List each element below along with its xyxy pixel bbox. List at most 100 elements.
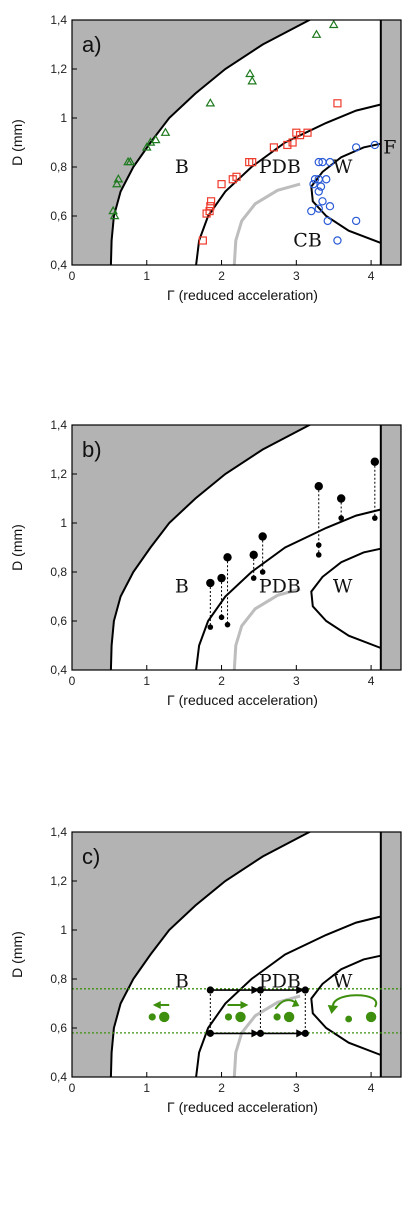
region-label-w: W (333, 156, 353, 178)
y-axis-label: D (mm) (9, 119, 25, 166)
boundary-w (310, 954, 382, 1056)
y-tick-label: 0,4 (50, 663, 67, 677)
x-tick-label: 1 (143, 1081, 150, 1095)
shaded-region-right (380, 832, 401, 1077)
data-point-square (283, 140, 292, 150)
data-point-top (206, 578, 215, 588)
panel-label: b) (82, 437, 102, 462)
x-tick-label: 2 (218, 269, 225, 283)
x-axis-label: Γ (reduced acceleration) (167, 692, 318, 708)
chart-panel-b: B PDB W 0 1 2 3 4 0,4 0,6 0,8 1 1,2 1,4 Γ (reduced acc… (9, 418, 402, 708)
boundary-b-pdb (195, 508, 382, 670)
arrow-head (296, 986, 305, 995)
data-point-circle (370, 140, 380, 150)
y-tick-label: 0,6 (50, 614, 67, 628)
data-point-triangle (150, 134, 161, 144)
data-point-triangle (311, 29, 322, 38)
x-axis-label: Γ (reduced acceleration) (167, 1099, 318, 1115)
y-tick-label: 1,2 (50, 62, 67, 76)
x-tick-label: 2 (218, 1081, 225, 1095)
shaded-region-left (72, 832, 310, 1077)
data-point-circle (325, 157, 335, 167)
boundary-w (310, 547, 382, 649)
x-tick-label: 2 (218, 674, 225, 688)
path-point (301, 1029, 309, 1037)
x-tick-label: 4 (368, 1081, 375, 1095)
path-point (256, 986, 265, 994)
data-point-circle (333, 236, 342, 245)
x-tick-label: 3 (293, 1081, 300, 1095)
shaded-region-left (72, 20, 310, 265)
grain-arrow-left-head (152, 1000, 161, 1009)
grain-arrow-right-head (240, 1000, 249, 1009)
shaded-region-left (72, 425, 310, 670)
data-point-bottom (250, 575, 257, 581)
y-tick-label: 0,8 (50, 160, 67, 174)
path-point (256, 1029, 265, 1037)
data-point-triangle (113, 174, 124, 183)
data-point-triangle (125, 156, 136, 166)
y-tick-label: 1,2 (50, 467, 67, 481)
data-point-top (249, 550, 258, 560)
data-point-square (198, 236, 207, 245)
x-tick-label: 4 (368, 269, 375, 283)
grains-w-small (345, 1015, 353, 1023)
shaded-region-right (380, 425, 401, 670)
x-tick-label: 3 (293, 674, 300, 688)
x-axis-label: Γ (reduced acceleration) (167, 287, 318, 303)
data-point-circle (307, 206, 316, 216)
chart-panel-a: B PDB W CB F 0 1 2 3 4 0,4 0,6 0,8 1 1,2 1,4 Γ (reduced … (9, 13, 402, 303)
grains-pdb2-small-grain (273, 1013, 281, 1021)
data-point-triangle (109, 210, 120, 220)
y-axis-label: D (mm) (9, 931, 25, 978)
data-point-square (206, 197, 216, 206)
y-axis-label: D (mm) (9, 524, 25, 571)
region-label-f: F (383, 136, 396, 158)
data-point-square (205, 207, 214, 216)
data-point-circle (325, 201, 335, 211)
grains-w-large (365, 1011, 377, 1023)
y-tick-label: 0,6 (50, 1021, 67, 1035)
grains-pdb1-large-grain (235, 1011, 246, 1023)
region-label-w: W (333, 970, 353, 992)
y-tick-label: 1,4 (50, 13, 67, 27)
panel-label: a) (82, 32, 102, 57)
data-point-bottom (372, 515, 378, 521)
data-point-bottom (224, 621, 231, 628)
data-point-triangle (141, 142, 152, 151)
data-point-square (333, 99, 342, 108)
panel-label: c) (82, 844, 100, 869)
region-label-cb: CB (293, 230, 322, 252)
data-point-circle (318, 197, 327, 206)
path-point (206, 1029, 214, 1037)
data-point-top (223, 553, 232, 562)
y-tick-label: 1 (60, 923, 67, 937)
grain-arrow-curve-head (291, 998, 300, 1007)
grain-loop-head (327, 1004, 339, 1014)
path-point (206, 986, 214, 994)
data-point-circle (351, 143, 361, 152)
data-point-middle (315, 542, 322, 548)
data-point-top (336, 494, 346, 503)
data-point-circle (314, 204, 323, 213)
arrow-head (251, 1029, 260, 1038)
region-label-b: B (175, 576, 189, 598)
data-point-triangle (205, 98, 216, 107)
shaded-region-right (380, 20, 401, 265)
y-tick-label: 1 (60, 516, 67, 530)
data-point-triangle (328, 20, 339, 29)
data-point-circle (310, 175, 320, 184)
data-point-circle (322, 175, 331, 184)
data-point-square (269, 143, 278, 152)
grains-b-small-grain (148, 1013, 156, 1021)
y-tick-label: 0,8 (50, 565, 67, 579)
data-point-circle (323, 216, 332, 226)
data-point-circle (314, 187, 323, 196)
y-tick-label: 1,4 (50, 825, 67, 839)
data-point-circle (314, 157, 323, 167)
boundary-left (109, 832, 312, 1077)
grain-loop (332, 994, 378, 1010)
data-point-top (314, 482, 323, 491)
data-point-bottom (207, 624, 214, 630)
data-point-bottom (259, 569, 266, 575)
